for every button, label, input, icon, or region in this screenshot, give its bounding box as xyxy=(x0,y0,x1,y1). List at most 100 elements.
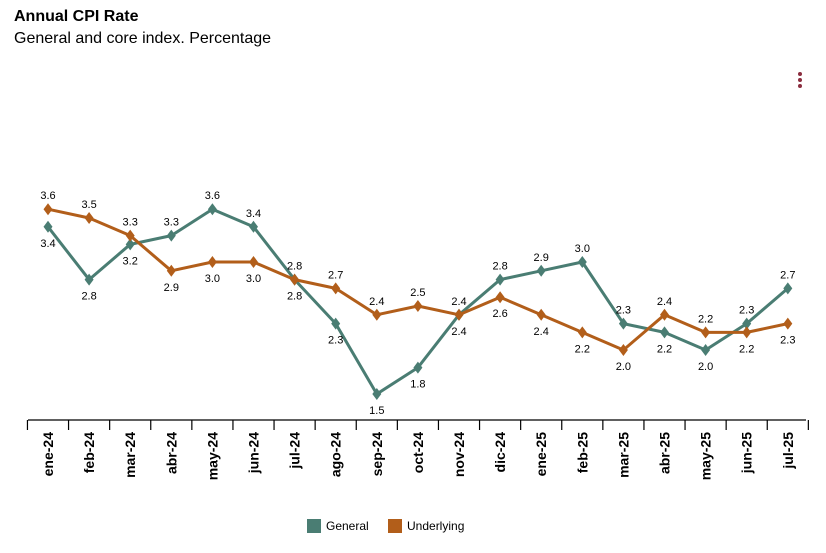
data-label-general: 2.7 xyxy=(780,269,795,281)
data-label-general: 2.3 xyxy=(616,305,631,317)
data-point-underlying xyxy=(495,291,505,304)
data-label-underlying: 2.9 xyxy=(164,282,179,294)
data-point-general xyxy=(331,317,341,330)
data-label-underlying: 2.5 xyxy=(410,287,425,299)
data-label-underlying: 2.6 xyxy=(492,308,507,320)
data-label-underlying: 2.2 xyxy=(575,343,590,355)
data-point-general xyxy=(413,361,423,374)
data-label-underlying: 2.7 xyxy=(328,269,343,281)
data-label-general: 3.6 xyxy=(205,190,220,202)
data-point-underlying xyxy=(249,256,258,268)
line-chart: ene-24 feb-24 mar-24 abr-24 may-24 jun-24 jul-… xyxy=(26,190,809,480)
data-label-general: 2.4 xyxy=(451,326,466,338)
data-point-general xyxy=(125,238,135,251)
data-point-general xyxy=(577,256,587,268)
data-point-general xyxy=(166,229,176,242)
legend: General Underlying xyxy=(0,519,826,537)
data-point-underlying xyxy=(536,308,546,321)
x-tick-label: dic-24 xyxy=(492,432,508,473)
data-label-underlying: 2.4 xyxy=(534,326,549,338)
data-label-underlying: 3.6 xyxy=(40,190,55,202)
data-label-underlying: 3.0 xyxy=(246,273,261,285)
x-tick-label: abr-25 xyxy=(657,432,673,474)
data-point-general xyxy=(84,273,94,286)
data-point-underlying xyxy=(454,308,464,321)
x-tick-label: mar-25 xyxy=(615,432,631,478)
data-point-general xyxy=(618,317,628,330)
data-point-general xyxy=(660,326,669,339)
vertical-dots-icon[interactable] xyxy=(796,72,804,92)
x-tick-label: ene-24 xyxy=(40,432,56,477)
x-tick-label: nov-24 xyxy=(451,432,467,477)
chart-subtitle: General and core index. Percentage xyxy=(14,30,272,47)
legend-label-general: General xyxy=(326,519,369,533)
series-line-underlying xyxy=(47,207,789,352)
x-tick-label: oct-24 xyxy=(410,432,426,473)
data-point-general xyxy=(207,203,217,216)
data-point-underlying xyxy=(372,308,382,321)
data-point-underlying xyxy=(577,326,587,339)
x-tick-label: may-24 xyxy=(204,432,220,480)
legend-swatch-underlying xyxy=(388,519,402,533)
x-tick-label: ago-24 xyxy=(328,432,344,477)
data-point-underlying xyxy=(125,229,135,242)
data-label-general: 2.3 xyxy=(739,305,754,317)
x-tick-label: mar-24 xyxy=(122,432,138,478)
data-label-general: 1.8 xyxy=(410,379,425,391)
data-label-underlying: 2.2 xyxy=(698,313,713,325)
data-point-general xyxy=(43,220,53,233)
x-tick-label: feb-24 xyxy=(81,432,97,473)
x-tick-label: feb-25 xyxy=(574,432,590,473)
data-point-underlying xyxy=(618,344,628,356)
chart-title: Annual CPI Rate xyxy=(14,8,139,25)
data-label-underlying: 2.8 xyxy=(287,261,302,273)
data-label-general: 3.3 xyxy=(164,217,179,229)
data-label-general: 2.9 xyxy=(534,252,549,264)
data-point-general xyxy=(701,344,711,356)
data-label-general: 3.0 xyxy=(575,243,590,255)
data-label-general: 2.0 xyxy=(698,361,713,373)
data-point-underlying xyxy=(783,317,793,330)
data-label-general: 2.2 xyxy=(657,343,672,355)
data-point-underlying xyxy=(701,326,711,339)
data-label-general: 3.2 xyxy=(123,255,138,267)
data-label-general: 3.4 xyxy=(246,208,261,220)
data-label-general: 2.8 xyxy=(81,291,96,303)
data-label-underlying: 2.0 xyxy=(616,361,631,373)
x-tick-label: jun-25 xyxy=(739,432,755,474)
legend-item-underlying[interactable]: Underlying xyxy=(388,519,464,533)
x-tick-label: may-25 xyxy=(698,432,714,480)
data-label-general: 2.3 xyxy=(328,335,343,347)
x-tick-label: ene-25 xyxy=(533,432,549,477)
data-point-underlying xyxy=(331,282,341,295)
data-point-general xyxy=(249,220,258,233)
x-tick-label: jun-24 xyxy=(246,432,262,474)
data-label-general: 2.8 xyxy=(287,291,302,303)
data-point-general xyxy=(536,264,546,277)
data-label-general: 3.4 xyxy=(40,238,55,250)
data-label-underlying: 2.2 xyxy=(739,343,754,355)
x-tick-label: jul-25 xyxy=(780,432,796,470)
data-point-underlying xyxy=(290,273,300,286)
data-label-underlying: 2.4 xyxy=(451,296,466,308)
data-point-underlying xyxy=(742,326,752,339)
data-point-underlying xyxy=(207,256,217,268)
data-label-underlying: 3.3 xyxy=(123,217,138,229)
x-tick-label: sep-24 xyxy=(369,432,385,477)
data-point-underlying xyxy=(660,308,669,321)
data-point-underlying xyxy=(413,300,423,312)
data-label-general: 2.8 xyxy=(492,261,507,273)
data-point-general xyxy=(783,282,793,295)
data-label-underlying: 2.4 xyxy=(369,296,384,308)
x-tick-label: abr-24 xyxy=(163,432,179,474)
data-point-underlying xyxy=(166,264,176,277)
legend-swatch-general xyxy=(307,519,321,533)
data-label-general: 1.5 xyxy=(369,405,384,417)
data-point-underlying xyxy=(43,203,53,216)
x-tick-label: jul-24 xyxy=(287,432,303,470)
data-point-general xyxy=(742,317,752,330)
legend-item-general[interactable]: General xyxy=(307,519,369,533)
data-point-general xyxy=(372,388,382,400)
data-label-underlying: 2.3 xyxy=(780,335,795,347)
data-point-underlying xyxy=(84,212,94,224)
